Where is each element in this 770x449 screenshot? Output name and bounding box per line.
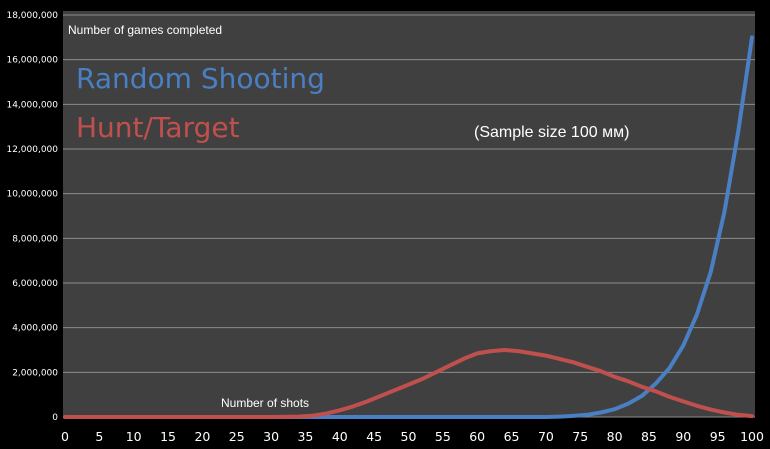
y-axis-ticks: 0 2,000,000 4,000,000 6,000,000 8,000,000 10,… bbox=[6, 11, 58, 423]
x-tick-label: 30 bbox=[263, 429, 279, 444]
y-tick-label: 14,000,000 bbox=[6, 100, 58, 110]
x-tick-label: 95 bbox=[710, 429, 726, 444]
legend-hunt-target: Hunt/Target bbox=[76, 111, 240, 144]
series-lines bbox=[63, 35, 754, 419]
x-tick-label: 85 bbox=[641, 429, 657, 444]
legend-random-shooting: Random Shooting bbox=[76, 62, 325, 95]
plot-area-background bbox=[63, 11, 755, 417]
y-axis-label: Number of games completed bbox=[68, 23, 222, 37]
x-tick-label: 40 bbox=[332, 429, 348, 444]
y-tick-label: 2,000,000 bbox=[12, 368, 58, 378]
x-tick-label: 35 bbox=[297, 429, 313, 444]
x-tick-label: 100 bbox=[740, 429, 764, 444]
x-tick-label: 15 bbox=[160, 429, 176, 444]
x-tick-label: 5 bbox=[95, 429, 103, 444]
x-tick-label: 70 bbox=[538, 429, 554, 444]
gridlines bbox=[63, 14, 755, 418]
x-tick-label: 80 bbox=[607, 429, 623, 444]
x-axis-label: Number of shots bbox=[221, 396, 309, 410]
y-tick-label: 12,000,000 bbox=[6, 145, 58, 155]
x-tick-label: 45 bbox=[366, 429, 382, 444]
y-tick-label: 10,000,000 bbox=[6, 190, 58, 200]
y-tick-label: 0 bbox=[52, 413, 58, 423]
y-tick-label: 18,000,000 bbox=[6, 11, 58, 21]
x-axis-ticks: 0 5 10 15 20 25 30 35 40 45 50 55 60 65 70 75 80 85 90 95 10… bbox=[61, 429, 764, 444]
x-tick-label: 25 bbox=[229, 429, 245, 444]
y-tick-label: 4,000,000 bbox=[12, 324, 58, 334]
x-tick-label: 20 bbox=[194, 429, 210, 444]
x-tick-label: 50 bbox=[401, 429, 417, 444]
x-tick-label: 55 bbox=[435, 429, 451, 444]
x-tick-label: 65 bbox=[504, 429, 520, 444]
x-tick-label: 90 bbox=[675, 429, 691, 444]
x-tick-label: 60 bbox=[469, 429, 485, 444]
x-tick-label: 10 bbox=[126, 429, 142, 444]
x-tick-label: 75 bbox=[572, 429, 588, 444]
y-tick-label: 16,000,000 bbox=[6, 56, 58, 66]
sample-size-note: (Sample size 100 мм) bbox=[474, 124, 629, 141]
x-tick-label: 0 bbox=[61, 429, 69, 444]
series-line-hunt-target bbox=[63, 348, 754, 419]
y-tick-label: 6,000,000 bbox=[12, 279, 58, 289]
y-tick-label: 8,000,000 bbox=[12, 234, 58, 244]
